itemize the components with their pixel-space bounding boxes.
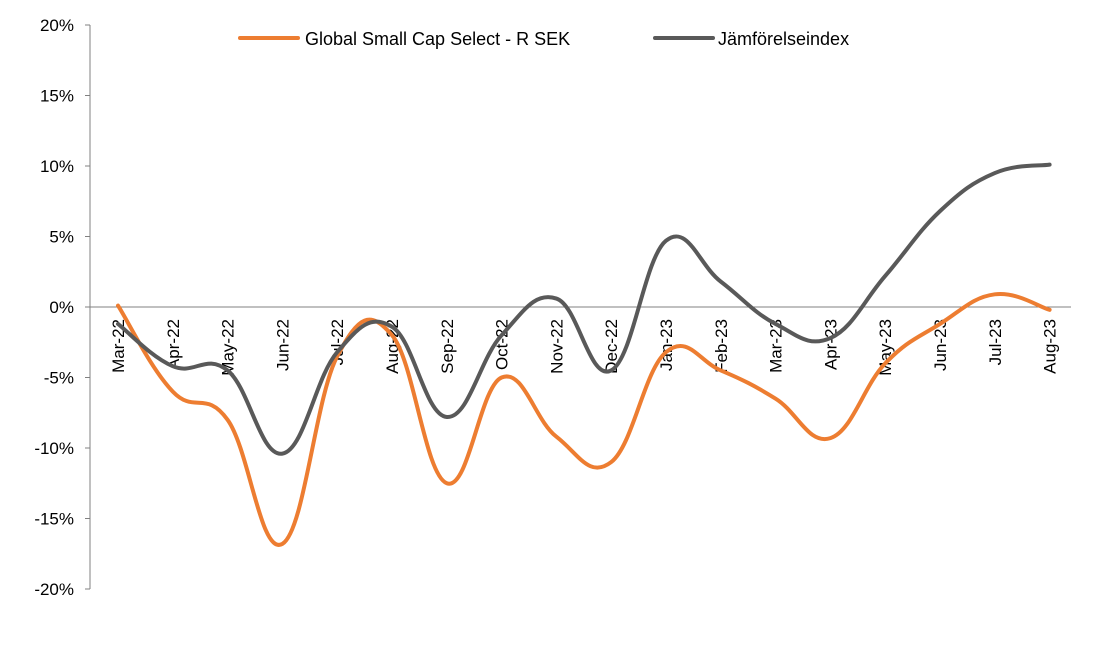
legend-item-jamforelseindex: Jämförelseindex bbox=[653, 29, 849, 49]
series-layer bbox=[116, 162, 1052, 547]
x-tick-label: Jun-23 bbox=[931, 319, 950, 371]
y-tick-label: -10% bbox=[34, 439, 74, 458]
y-tick-label: 5% bbox=[49, 228, 74, 247]
series-jamforelseindex-line bbox=[116, 162, 1052, 456]
x-tick-label: Dec-22 bbox=[602, 319, 621, 374]
x-tick-label: Apr-22 bbox=[164, 319, 183, 370]
y-axis: -20% -15% -10% -5% 0% 5% 10% 15% 20% bbox=[34, 16, 91, 599]
y-tick-label: 20% bbox=[40, 16, 74, 35]
x-tick-label: Jan-23 bbox=[657, 319, 676, 371]
x-tick-label: Mar-23 bbox=[767, 319, 786, 373]
x-tick-label: Apr-23 bbox=[821, 319, 840, 370]
x-tick-label: Jul-22 bbox=[328, 319, 347, 365]
legend-label: Jämförelseindex bbox=[718, 29, 849, 49]
x-tick-label: Jul-23 bbox=[986, 319, 1005, 365]
y-tick-label: 0% bbox=[49, 298, 74, 317]
legend-item-global-small-cap-select: Global Small Cap Select - R SEK bbox=[238, 29, 570, 49]
legend: Global Small Cap Select - R SEK Jämförels… bbox=[238, 29, 849, 49]
x-tick-label: Sep-22 bbox=[438, 319, 457, 374]
x-axis: Mar-22 Apr-22 May-22 Jun-22 Jul-22 Aug-22 Sep-… bbox=[90, 306, 1071, 376]
y-tick-label: -5% bbox=[44, 369, 74, 388]
x-tick-label: May-23 bbox=[876, 319, 895, 376]
y-tick-label: -20% bbox=[34, 580, 74, 599]
series-global-small-cap-select-line bbox=[116, 292, 1052, 547]
legend-label: Global Small Cap Select - R SEK bbox=[305, 29, 570, 49]
y-tick-label: 10% bbox=[40, 157, 74, 176]
y-tick-label: 15% bbox=[40, 87, 74, 106]
x-tick-label: Nov-22 bbox=[547, 319, 566, 374]
x-tick-label: May-22 bbox=[219, 319, 238, 376]
x-tick-label: Mar-22 bbox=[109, 319, 128, 373]
x-tick-label: Aug-23 bbox=[1041, 319, 1060, 374]
x-tick-label: Jun-22 bbox=[273, 319, 292, 371]
y-tick-label: -15% bbox=[34, 510, 74, 529]
x-tick-label: Feb-23 bbox=[712, 319, 731, 373]
